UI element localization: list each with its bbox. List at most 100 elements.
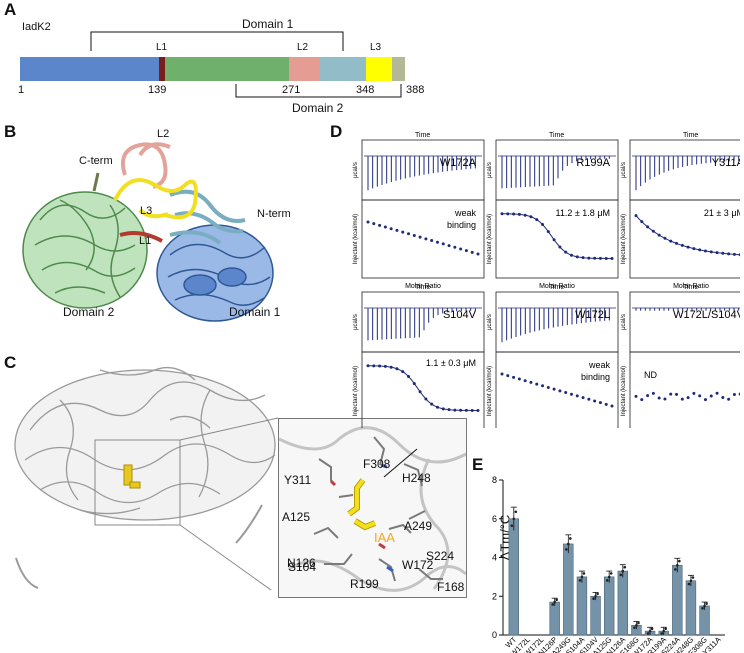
time-label: Time	[415, 284, 430, 291]
itc-point	[575, 394, 579, 398]
bar-a249g	[563, 543, 574, 636]
y-tick-label: 6	[492, 514, 497, 524]
itc-panel-1: Time μcal/s W172A weak binding Injectant (kca…	[353, 132, 485, 290]
bottom-ylabel: Injectant (kcal/mol)	[487, 214, 493, 264]
itc-point	[470, 250, 474, 254]
bottom-ylabel: Injectant (kcal/mol)	[487, 366, 493, 416]
replicate-point	[609, 572, 613, 575]
res-s224: S224	[426, 549, 455, 563]
itc-point	[692, 391, 696, 395]
bottom-ylabel: Injectant (kcal/mol)	[353, 366, 359, 416]
label-cterm: C-term	[79, 155, 113, 167]
x-tick-label: W172A	[631, 635, 655, 653]
itc-point	[738, 392, 742, 396]
itc-point	[552, 387, 556, 391]
label-l2: L2	[157, 128, 170, 140]
replicate-point	[637, 621, 640, 625]
itc-point	[506, 374, 510, 378]
itc-point	[686, 396, 690, 400]
pos-139: 139	[148, 84, 167, 96]
segment-l1	[159, 57, 165, 81]
bar-w172a	[644, 630, 656, 636]
bottom-ylabel: Injectant (kcal/mol)	[621, 214, 627, 264]
loop-label-l1: L1	[156, 42, 168, 53]
replicate-point	[660, 632, 663, 635]
itc-grid: Time μcal/s W172A weak binding Injectant (kca…	[340, 128, 744, 442]
itc-point	[517, 377, 521, 381]
top-ylabel: μcal/s	[353, 162, 359, 178]
label-nterm: N-term	[257, 208, 291, 220]
x-tick-label: N126A	[605, 635, 628, 653]
xlabel: Molar Ratio	[539, 283, 575, 290]
bar-s224a	[672, 564, 683, 636]
loop-label-l2: L2	[297, 42, 309, 53]
mutant-label: S104V	[443, 309, 477, 321]
itc-point	[651, 391, 655, 395]
replicate-point	[565, 548, 568, 551]
itc-point	[476, 252, 480, 256]
itc-result-line2: binding	[581, 372, 610, 382]
itc-point	[372, 222, 376, 226]
time-label: Time	[683, 284, 698, 291]
panel-c-label: C	[4, 353, 17, 372]
y-tick-label: 0	[492, 630, 497, 640]
res-a249: A249	[404, 519, 433, 533]
structure-gray	[14, 366, 279, 590]
mutant-label: W172A	[440, 157, 477, 169]
x-tick-label: S224A	[659, 635, 681, 653]
label-domain2: Domain 2	[63, 305, 115, 319]
itc-point	[395, 228, 399, 232]
replicate-point	[691, 576, 695, 579]
bar-n126a	[617, 570, 629, 636]
itc-panel-5: Time μcal/s W172L weak binding Injectant (kca…	[487, 284, 619, 442]
bottom-ylabel: Injectant (kcal/mol)	[353, 214, 359, 264]
replicate-point	[582, 572, 586, 575]
x-tick-label: Y311A	[701, 635, 723, 653]
replicate-point	[650, 627, 654, 631]
itc-point	[453, 245, 457, 249]
replicate-point	[592, 597, 595, 600]
x-tick-label: S104V	[578, 635, 600, 653]
itc-point	[593, 399, 597, 403]
itc-point	[535, 382, 539, 386]
ylabel-e: ΔTm/°C	[497, 514, 513, 561]
itc-point	[389, 227, 393, 231]
panel-b-label: B	[4, 122, 17, 141]
segment-domain1-c	[319, 57, 366, 81]
replicate-point	[567, 542, 570, 546]
itc-point	[412, 233, 416, 237]
itc-fit-curve	[367, 365, 479, 411]
bar-f168g	[631, 625, 642, 636]
replicate-point	[674, 568, 677, 571]
itc-point	[732, 393, 736, 397]
itc-fit-curve	[501, 213, 613, 259]
panel-d-label: D	[330, 122, 343, 141]
mutant-label: W172L	[575, 309, 610, 321]
itc-point	[512, 375, 516, 379]
bar-h248g	[685, 580, 697, 636]
bar-r199a	[658, 630, 669, 636]
panel-e-label: E	[472, 455, 484, 474]
replicate-point	[701, 606, 704, 610]
replicate-point	[648, 629, 652, 633]
replicate-point	[569, 537, 572, 540]
x-tick-label: S014V/W172L	[505, 635, 546, 653]
x-tick-label: R199A	[646, 635, 669, 653]
res-y311: Y311	[284, 473, 312, 487]
protein-name: IadK2	[22, 21, 51, 33]
itc-point	[610, 404, 614, 408]
replicate-point	[605, 579, 609, 582]
ligand-iaa: IAA	[374, 530, 395, 545]
x-tick-label: H248G	[672, 635, 695, 653]
replicate-point	[662, 629, 665, 633]
pos-1: 1	[18, 84, 25, 96]
replicate-point	[646, 632, 650, 635]
itc-point	[581, 396, 585, 400]
itc-point	[675, 392, 679, 396]
pos-348: 348	[356, 84, 375, 96]
res-s104: S104	[288, 560, 317, 574]
itc-point	[500, 372, 504, 376]
replicate-point	[633, 626, 636, 629]
itc-point	[634, 394, 638, 398]
x-tick-label: F308G	[686, 635, 709, 653]
